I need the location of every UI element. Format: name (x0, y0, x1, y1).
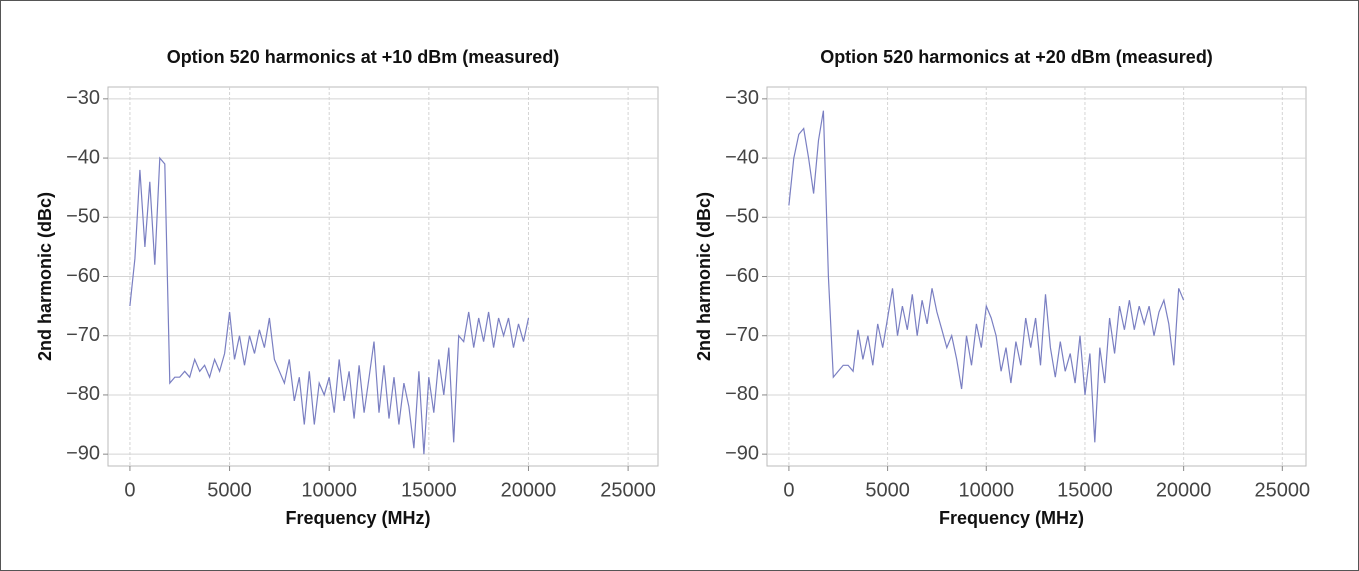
x-tick-label: 15000 (1057, 479, 1113, 501)
x-tick-label: 10000 (301, 479, 357, 501)
x-tick-label: 0 (783, 479, 794, 501)
y-tick-label: −40 (725, 146, 759, 168)
y-tick-label: −50 (725, 206, 759, 228)
x-tick-label: 10000 (958, 479, 1014, 501)
chart-title: Option 520 harmonics at +20 dBm (measure… (820, 47, 1213, 67)
y-tick-label: −70 (725, 324, 759, 346)
data-line (129, 156, 530, 455)
x-tick-label: 15000 (401, 479, 457, 501)
y-tick-label: −30 (725, 87, 759, 109)
chart-title: Option 520 harmonics at +10 dBm (measure… (167, 47, 560, 67)
y-axis-label: 2nd harmonic (dBc) (35, 192, 55, 361)
y-tick-label: −90 (66, 442, 100, 464)
x-tick-label: 25000 (600, 479, 656, 501)
y-tick-label: −80 (66, 383, 100, 405)
y-tick-label: −60 (66, 265, 100, 287)
data-line (788, 110, 1185, 443)
x-tick-label: 5000 (207, 479, 252, 501)
x-tick-label: 20000 (501, 479, 557, 501)
y-axis-label: 2nd harmonic (dBc) (694, 192, 714, 361)
x-tick-label: 5000 (865, 479, 910, 501)
x-tick-label: 25000 (1255, 479, 1311, 501)
x-tick-label: 20000 (1156, 479, 1212, 501)
x-tick-label: 0 (124, 479, 135, 501)
y-tick-label: −50 (66, 206, 100, 228)
x-axis-label: Frequency (MHz) (285, 508, 430, 528)
y-tick-label: −30 (66, 87, 100, 109)
y-tick-label: −90 (725, 442, 759, 464)
y-tick-label: −40 (66, 146, 100, 168)
x-axis-label: Frequency (MHz) (939, 508, 1084, 528)
y-tick-label: −80 (725, 383, 759, 405)
y-tick-label: −70 (66, 324, 100, 346)
y-tick-label: −60 (725, 265, 759, 287)
